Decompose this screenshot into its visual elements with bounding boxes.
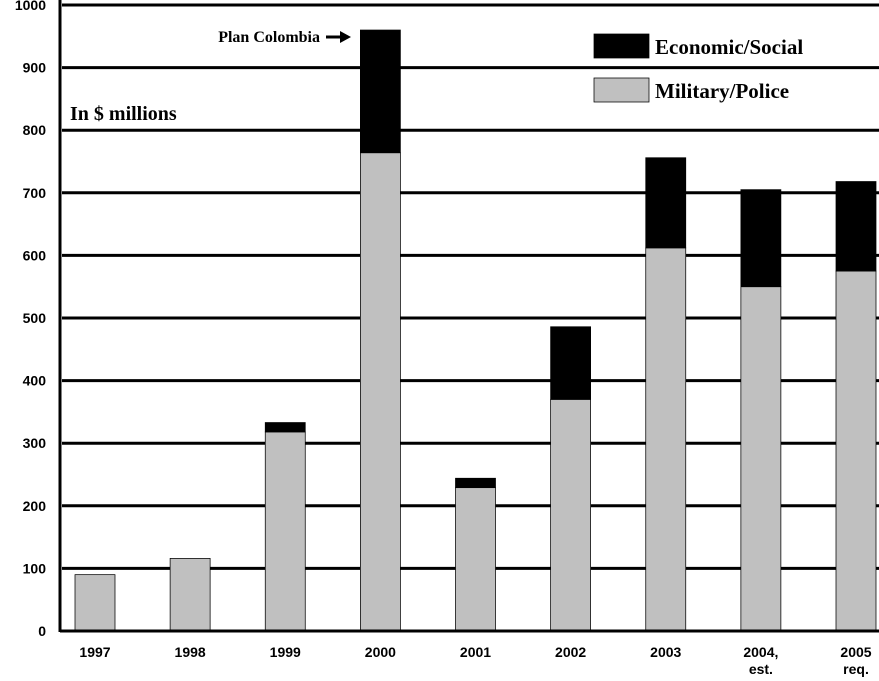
- y-tick-label: 700: [23, 185, 47, 201]
- x-tick-label: 2001: [460, 644, 491, 660]
- x-tick-label: 2002: [555, 644, 586, 660]
- bar-segment-military-police: [169, 558, 211, 632]
- bar-segment-economic-social: [360, 29, 401, 154]
- bar-segment-military-police: [455, 487, 496, 632]
- bar-segment-economic-social: [740, 189, 782, 288]
- bar-segment-military-police: [740, 286, 782, 632]
- y-tick-label: 500: [23, 310, 47, 326]
- x-tick-label: 2003: [650, 644, 681, 660]
- plan-colombia-label: Plan Colombia: [218, 29, 320, 46]
- y-tick-label: 900: [23, 60, 47, 76]
- x-tick-labels: 1997 1998 1999 2000 2001 2002 2003 2004, est. 200…: [79, 644, 871, 677]
- y-tick-label: 800: [23, 122, 47, 138]
- y-tick-label: 200: [23, 498, 47, 514]
- bars: [74, 29, 877, 632]
- x-tick-label: 2004, est.: [743, 644, 778, 677]
- y-tick-label: 300: [23, 435, 47, 451]
- bar-segment-military-police: [645, 247, 687, 632]
- y-tick-label: 600: [23, 247, 47, 263]
- legend-swatch: [593, 33, 650, 59]
- y-tick-label: 1000: [15, 0, 46, 13]
- bar-segment-military-police: [360, 152, 401, 632]
- bar-segment-economic-social: [550, 326, 591, 400]
- bar-segment-economic-social: [455, 477, 496, 489]
- bar-segment-military-police: [74, 574, 116, 632]
- legend: Economic/Social Military/Police: [593, 33, 803, 103]
- x-tick-label: 2000: [365, 644, 396, 660]
- x-tick-label: 1997: [79, 644, 110, 660]
- y-tick-label: 0: [38, 623, 46, 639]
- gridlines: [62, 3, 879, 570]
- bar-segment-military-police: [550, 399, 591, 632]
- legend-swatch: [593, 77, 650, 103]
- legend-label: Military/Police: [655, 79, 789, 103]
- y-tick-label: 100: [23, 560, 47, 576]
- y-tick-labels: 0 100 200 300 400 500 600 700 800 900 1000: [15, 0, 46, 639]
- x-tick-label: 1998: [175, 644, 206, 660]
- y-tick-label: 400: [23, 373, 47, 389]
- x-tick-label: 1999: [270, 644, 301, 660]
- bar-segment-military-police: [264, 431, 306, 632]
- bar-segment-military-police: [835, 270, 877, 632]
- units-annotation: In $ millions: [70, 103, 177, 125]
- plan-colombia-annotation: Plan Colombia: [218, 29, 351, 46]
- legend-label: Economic/Social: [655, 35, 803, 59]
- bar-segment-economic-social: [264, 422, 306, 433]
- bar-segment-economic-social: [645, 157, 687, 249]
- x-tick-label: 2005 req.: [840, 644, 871, 677]
- plan-colombia-arrowhead-icon: [340, 31, 351, 43]
- bar-segment-economic-social: [835, 181, 877, 272]
- axes: [58, 0, 879, 633]
